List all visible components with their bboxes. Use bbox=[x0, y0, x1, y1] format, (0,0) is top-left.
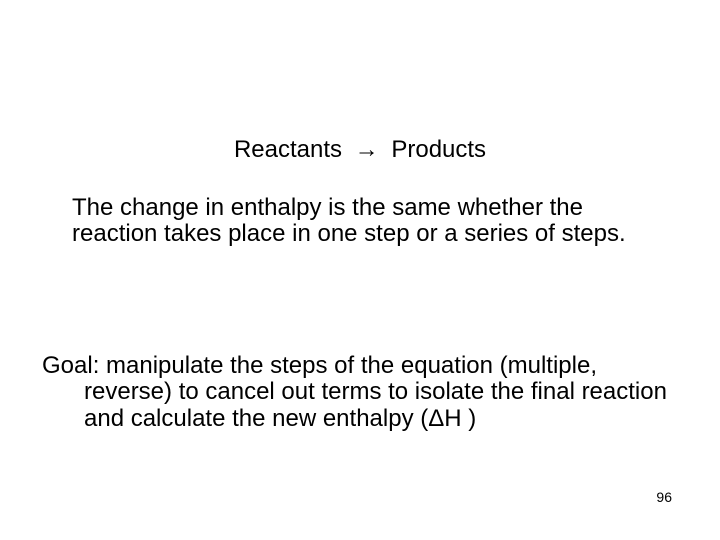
equation-line: Reactants → Products bbox=[0, 136, 720, 164]
paragraph-enthalpy: The change in enthalpy is the same wheth… bbox=[72, 195, 662, 248]
paragraph-goal: Goal: manipulate the steps of the equati… bbox=[84, 353, 679, 432]
products-text: Products bbox=[391, 136, 486, 163]
arrow-icon: → bbox=[349, 136, 385, 163]
reactants-text: Reactants bbox=[234, 136, 342, 163]
slide: Reactants → Products The change in entha… bbox=[0, 0, 720, 540]
page-number: 96 bbox=[656, 489, 672, 505]
